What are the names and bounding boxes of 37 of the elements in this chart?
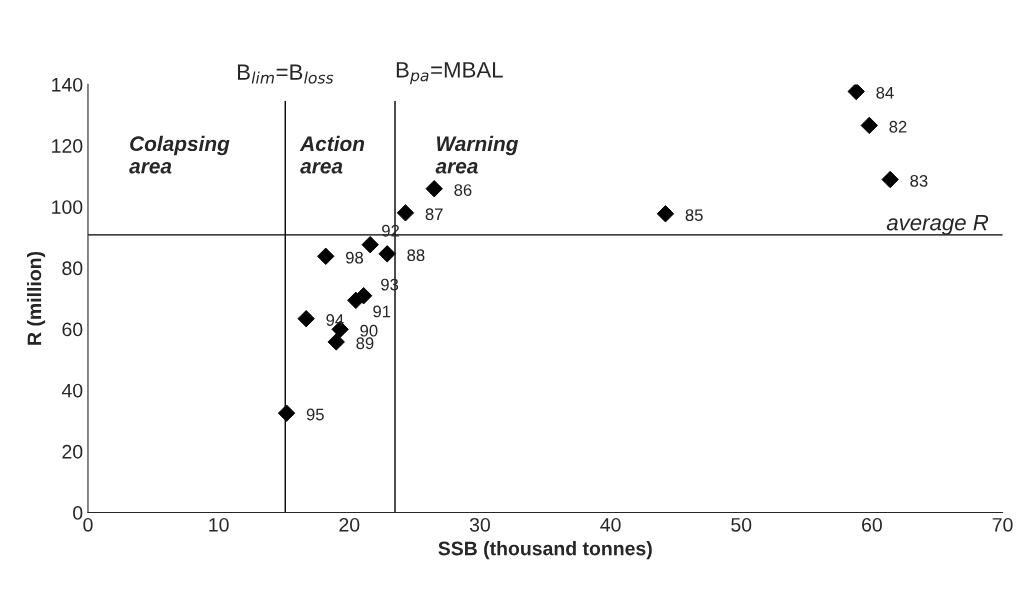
ref-line-label: B$_{lim}$=B$_{loss}$	[237, 64, 334, 84]
annotation: 84	[876, 86, 894, 99]
annotation: 85	[685, 209, 703, 222]
annotation: Warning area	[435, 135, 519, 174]
x-tick-label: 0	[83, 517, 93, 532]
y-tick-label: 20	[62, 444, 83, 459]
annotation: Action area	[299, 135, 365, 174]
y-tick-label: 120	[52, 139, 83, 153]
y-tick-label: 60	[62, 322, 83, 337]
annotation: 89	[356, 337, 374, 350]
annotation: 91	[373, 305, 391, 318]
annotation: 83	[910, 174, 928, 187]
y-tick-label: 100	[52, 200, 83, 214]
annotation: 98	[345, 251, 364, 264]
x-tick-label: 30	[469, 517, 490, 532]
y-tick-label: 0	[73, 506, 83, 520]
annotation: 86	[454, 184, 472, 196]
annotation: 88	[407, 249, 425, 262]
x-tick-label: 70	[992, 517, 1013, 532]
y-tick-label: 40	[61, 383, 83, 398]
x-tick-label: 40	[600, 517, 621, 532]
ref-line-label: B$_{pa}$=MBAL	[396, 62, 503, 85]
y-axis-title: R (million)	[27, 251, 46, 345]
annotation: 90	[360, 324, 378, 337]
ref-line-label: average R	[886, 214, 989, 235]
x-tick-label: 10	[209, 517, 229, 532]
annotation: 87	[425, 208, 443, 221]
annotation: Colapsing area	[129, 135, 230, 174]
annotation: 94	[326, 314, 344, 326]
x-tick-label: 20	[339, 517, 360, 532]
annotation: 95	[306, 408, 324, 421]
x-tick-label: 60	[862, 517, 882, 532]
y-tick-label: 80	[62, 261, 83, 276]
y-tick-label: 140	[52, 77, 83, 92]
annotation: 82	[889, 120, 907, 133]
x-tick-label: 50	[731, 517, 752, 532]
x-axis-title: SSB (thousand tonnes)	[438, 541, 652, 560]
